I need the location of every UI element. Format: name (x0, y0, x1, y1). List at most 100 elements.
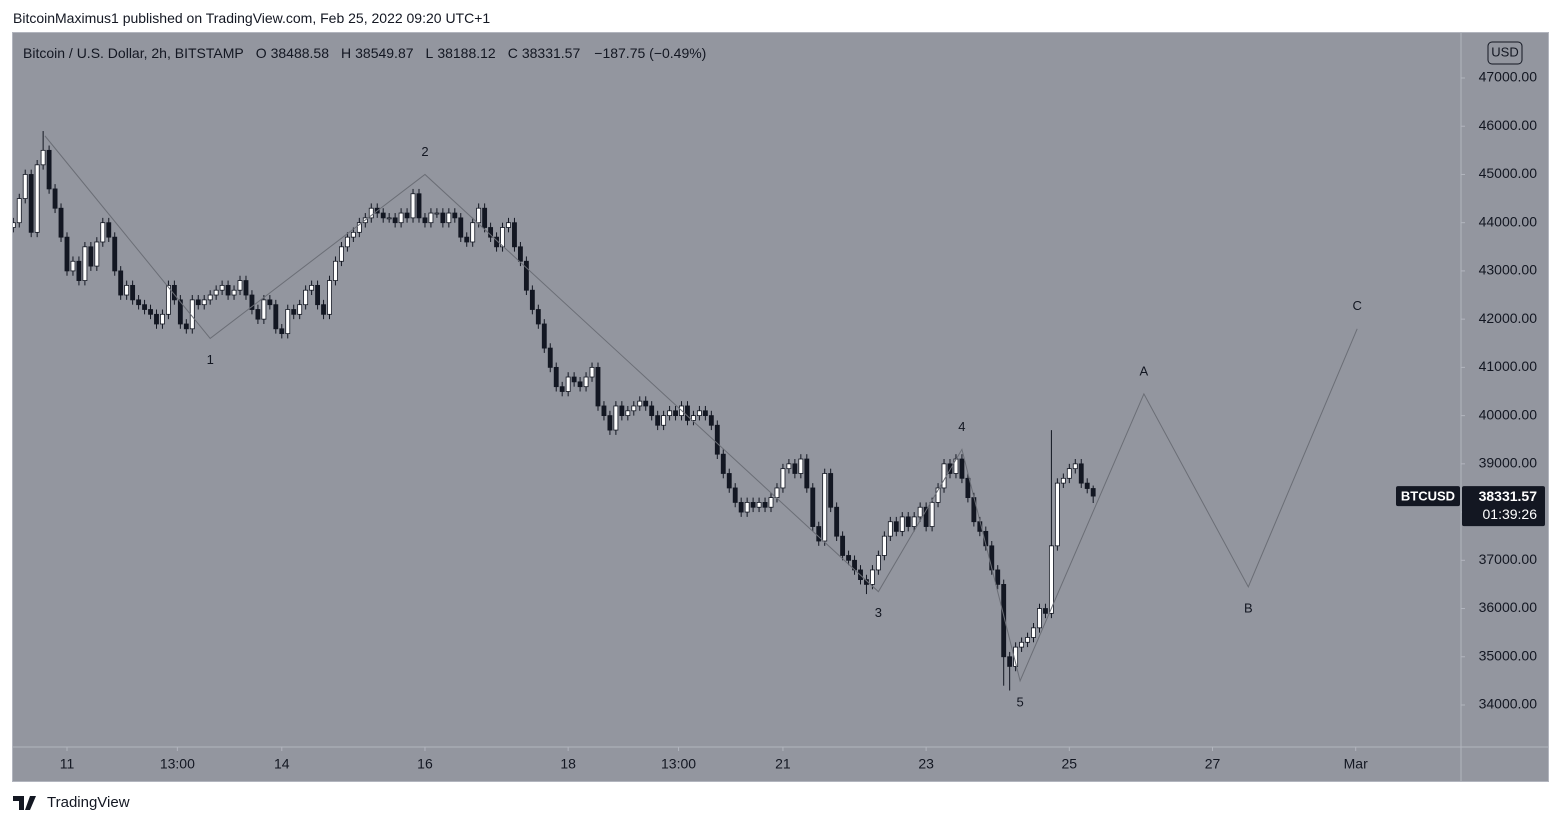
wave-label: 4 (958, 419, 965, 434)
candle-body (565, 376, 571, 392)
candle-body (744, 502, 750, 513)
candle-body (34, 164, 40, 233)
ohlc-value: 38331.57 (521, 45, 581, 61)
candle-body (470, 222, 476, 243)
candle-body (810, 487, 816, 527)
candle-body (13, 222, 16, 228)
symbol-legend: Bitcoin / U.S. Dollar, 2h, BITSTAMP O 384… (23, 45, 706, 61)
candle-body (619, 405, 625, 417)
countdown: 01:39:26 (1483, 506, 1538, 522)
y-tick-label: 46000.00 (1479, 117, 1538, 133)
candle-body (1084, 482, 1090, 489)
x-tick-label: 11 (60, 756, 75, 772)
candle-body (571, 376, 577, 383)
candle-body (696, 410, 702, 417)
y-tick-label: 44000.00 (1479, 213, 1538, 229)
ohlc-key: L (425, 45, 434, 61)
candle-body (535, 309, 541, 325)
candle-body (893, 521, 899, 532)
candle-body (947, 463, 953, 474)
candle-body (58, 207, 64, 238)
candle-body (440, 212, 446, 224)
wave-label: 1 (207, 352, 214, 367)
candle-body (870, 569, 875, 585)
candle-body (911, 516, 917, 527)
candle-body (148, 309, 153, 315)
candle-body (822, 473, 828, 542)
candle-body (899, 516, 905, 532)
x-tick-label: 18 (560, 756, 576, 772)
candle-body (768, 497, 774, 508)
candle-body (303, 289, 309, 306)
candle-body (685, 405, 690, 421)
candle-body (356, 222, 362, 233)
candle-body (398, 212, 404, 224)
candle-body (177, 299, 183, 325)
candle-body (476, 207, 482, 224)
candle-body (732, 487, 738, 503)
candle-body (595, 366, 601, 407)
candle-body (846, 555, 851, 561)
candle-body (1054, 482, 1060, 547)
last-price: 38331.57 (1479, 488, 1538, 504)
candle-body (94, 241, 100, 267)
candle-body (995, 569, 1001, 585)
candle-body (541, 323, 547, 349)
candle-body (792, 463, 798, 474)
candle-body (1019, 641, 1025, 648)
candle-body (965, 477, 971, 499)
candle-body (529, 289, 535, 310)
candle-body (482, 207, 488, 228)
candle-body (386, 217, 392, 220)
candle-body (160, 313, 165, 325)
candle-body (416, 193, 422, 219)
candle-body (661, 415, 667, 426)
candle-body (1037, 608, 1042, 629)
y-tick-label: 34000.00 (1479, 696, 1538, 712)
candle-body (225, 284, 231, 296)
candle-body (1025, 637, 1030, 643)
candle-body (929, 502, 935, 527)
candle-body (762, 502, 768, 508)
change: −187.75 (−0.49%) (594, 45, 707, 61)
candle-body (1001, 584, 1007, 658)
candle-body (249, 294, 255, 310)
candle-body (881, 535, 887, 556)
candle-body (112, 236, 118, 272)
candle-body (1043, 608, 1048, 614)
candle-body (517, 246, 523, 262)
y-tick-label: 43000.00 (1479, 262, 1538, 278)
candle-body (840, 535, 846, 556)
y-tick-label: 41000.00 (1479, 358, 1538, 374)
candle-body (780, 468, 786, 489)
candle-body (726, 473, 732, 489)
candle-body (207, 294, 213, 301)
candle-body (64, 236, 70, 272)
candle-body (702, 410, 708, 417)
plot: 1 2 3 4 5 A B C (13, 131, 1362, 709)
candle-body (22, 174, 28, 199)
currency[interactable]: USD (1491, 44, 1518, 59)
candle-body (643, 400, 649, 407)
candle-body (452, 212, 458, 219)
candle-body (446, 212, 452, 224)
candle-body (368, 207, 374, 219)
y-tick-label: 39000.00 (1479, 455, 1538, 471)
candle-body (774, 487, 780, 499)
candle-body (523, 260, 529, 291)
candle-body (1007, 656, 1013, 667)
candle-body (1078, 463, 1084, 484)
candle-body (553, 366, 559, 388)
price-tag-box (1462, 486, 1545, 527)
currency-button[interactable] (1487, 41, 1523, 65)
candle-body (917, 506, 923, 518)
x-tick-label: 13:00 (160, 756, 195, 772)
y-tick-label: 36000.00 (1479, 599, 1538, 615)
candle-body (738, 502, 744, 513)
candle-body (285, 309, 291, 335)
candle-body (100, 222, 106, 243)
candle-body (309, 284, 315, 291)
candle-body (273, 304, 279, 330)
candle-body (547, 347, 553, 368)
